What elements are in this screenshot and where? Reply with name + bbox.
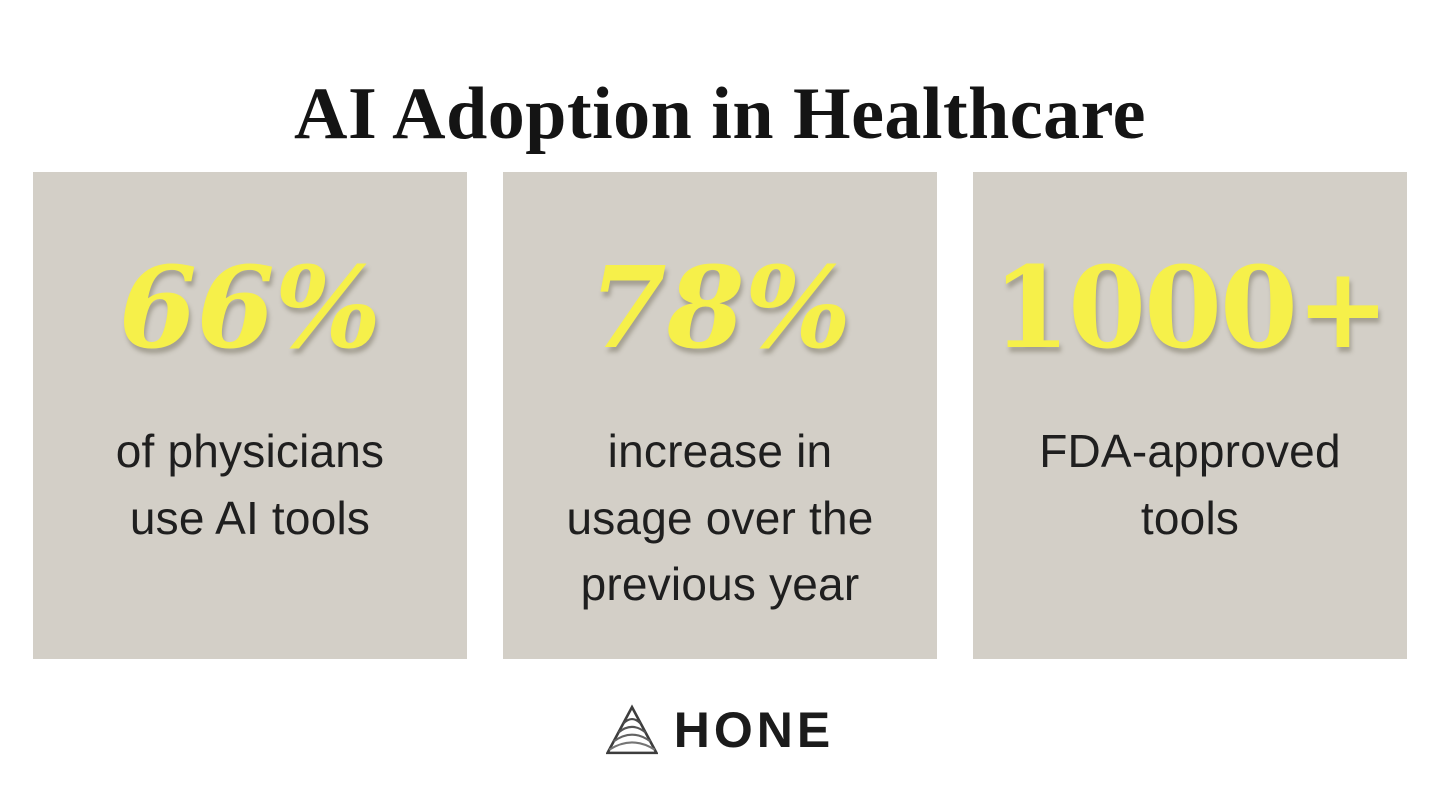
brand-footer: HONE bbox=[0, 702, 1440, 758]
stat-cards-row: 66% of physicians use AI tools 78% incre… bbox=[0, 172, 1440, 659]
stat-value: 66% bbox=[118, 243, 382, 374]
stat-label: FDA-approved tools bbox=[1039, 425, 1341, 544]
stat-label: increase in usage over the previous year bbox=[566, 425, 874, 611]
page-title: AI Adoption in Healthcare bbox=[294, 72, 1146, 155]
stat-label: of physicians use AI tools bbox=[115, 425, 385, 544]
stat-card-fda-tools: 1000+ FDA-approved tools bbox=[973, 172, 1407, 659]
stat-value: 78% bbox=[588, 243, 852, 374]
brand-name: HONE bbox=[673, 702, 835, 758]
layered-triangle-icon bbox=[605, 704, 658, 755]
stat-value: 1000+ bbox=[992, 243, 1390, 374]
stat-card-physicians: 66% of physicians use AI tools bbox=[33, 172, 467, 659]
stat-card-usage-increase: 78% increase in usage over the previous … bbox=[503, 172, 937, 659]
